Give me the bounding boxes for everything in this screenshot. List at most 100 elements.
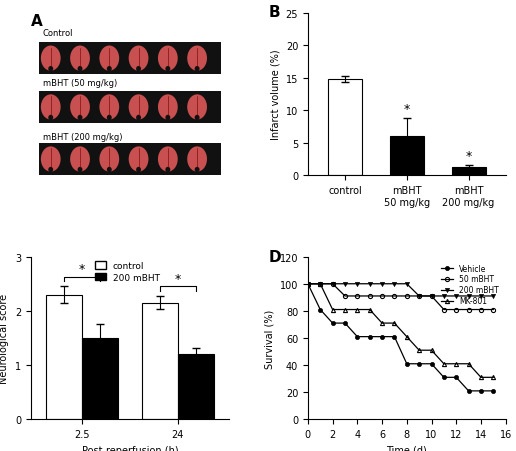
MK-801 bbox=[317, 281, 324, 287]
200 mBHT bbox=[305, 281, 311, 287]
Ellipse shape bbox=[77, 167, 83, 173]
Ellipse shape bbox=[187, 147, 207, 172]
Vehicle bbox=[453, 375, 459, 380]
Bar bbox=[82, 338, 118, 419]
Ellipse shape bbox=[165, 67, 170, 72]
200 mBHT bbox=[342, 281, 348, 287]
200 mBHT bbox=[465, 294, 472, 299]
Vehicle bbox=[379, 334, 385, 340]
Ellipse shape bbox=[70, 46, 90, 72]
200 mBHT bbox=[490, 294, 496, 299]
Bar bbox=[178, 354, 214, 419]
MK-801 bbox=[366, 307, 373, 313]
200 mBHT bbox=[478, 294, 484, 299]
Ellipse shape bbox=[158, 46, 178, 72]
Ellipse shape bbox=[100, 46, 119, 72]
200 mBHT bbox=[428, 294, 434, 299]
Legend: Vehicle, 50 mBHT, 200 mBHT, MK-801: Vehicle, 50 mBHT, 200 mBHT, MK-801 bbox=[439, 261, 502, 308]
Ellipse shape bbox=[49, 167, 53, 173]
Ellipse shape bbox=[41, 147, 61, 172]
Vehicle bbox=[330, 321, 336, 326]
Ellipse shape bbox=[195, 115, 200, 121]
Y-axis label: Neurological score: Neurological score bbox=[0, 293, 9, 383]
Text: *: * bbox=[404, 102, 410, 115]
MK-801 bbox=[428, 348, 434, 353]
200 mBHT bbox=[366, 281, 373, 287]
Y-axis label: Infarct volume (%): Infarct volume (%) bbox=[270, 50, 280, 140]
Vehicle bbox=[404, 361, 410, 367]
Text: *: * bbox=[175, 272, 181, 285]
MK-801 bbox=[441, 361, 447, 367]
Line: Vehicle: Vehicle bbox=[306, 282, 495, 393]
Ellipse shape bbox=[70, 147, 90, 172]
Text: B: B bbox=[268, 5, 280, 20]
Vehicle bbox=[391, 334, 397, 340]
X-axis label: Time (d): Time (d) bbox=[386, 445, 427, 451]
Bar bbox=[45, 295, 82, 419]
Ellipse shape bbox=[128, 147, 149, 172]
Vehicle bbox=[317, 307, 324, 313]
50 mBHT bbox=[366, 294, 373, 299]
MK-801 bbox=[453, 361, 459, 367]
Ellipse shape bbox=[100, 95, 119, 120]
Ellipse shape bbox=[187, 95, 207, 120]
200 mBHT bbox=[379, 281, 385, 287]
Bar bbox=[142, 303, 178, 419]
Bar bbox=[452, 168, 486, 176]
Vehicle bbox=[416, 361, 422, 367]
50 mBHT bbox=[441, 307, 447, 313]
Ellipse shape bbox=[195, 167, 200, 173]
Bar bbox=[39, 92, 221, 124]
50 mBHT bbox=[305, 281, 311, 287]
MK-801 bbox=[478, 375, 484, 380]
Vehicle bbox=[428, 361, 434, 367]
Ellipse shape bbox=[136, 167, 141, 173]
Ellipse shape bbox=[49, 67, 53, 72]
Vehicle bbox=[354, 334, 360, 340]
Ellipse shape bbox=[41, 46, 61, 72]
Text: *: * bbox=[79, 262, 85, 276]
Ellipse shape bbox=[77, 67, 83, 72]
Text: Control: Control bbox=[43, 28, 73, 37]
Ellipse shape bbox=[165, 115, 170, 121]
Bar bbox=[328, 80, 362, 176]
50 mBHT bbox=[453, 307, 459, 313]
200 mBHT bbox=[330, 281, 336, 287]
Line: 50 mBHT: 50 mBHT bbox=[306, 282, 495, 312]
Ellipse shape bbox=[49, 115, 53, 121]
Vehicle bbox=[441, 375, 447, 380]
Ellipse shape bbox=[136, 67, 141, 72]
50 mBHT bbox=[354, 294, 360, 299]
Vehicle bbox=[305, 281, 311, 287]
50 mBHT bbox=[465, 307, 472, 313]
50 mBHT bbox=[428, 294, 434, 299]
Ellipse shape bbox=[195, 67, 200, 72]
Vehicle bbox=[342, 321, 348, 326]
Text: D: D bbox=[268, 249, 281, 264]
Ellipse shape bbox=[165, 167, 170, 173]
Text: mBHT (200 mg/kg): mBHT (200 mg/kg) bbox=[43, 133, 122, 142]
MK-801 bbox=[330, 307, 336, 313]
MK-801 bbox=[354, 307, 360, 313]
Text: A: A bbox=[31, 14, 43, 28]
MK-801 bbox=[305, 281, 311, 287]
MK-801 bbox=[416, 348, 422, 353]
MK-801 bbox=[379, 321, 385, 326]
Text: *: * bbox=[465, 149, 472, 162]
X-axis label: Post-reperfusion (h): Post-reperfusion (h) bbox=[82, 445, 178, 451]
Y-axis label: Survival (%): Survival (%) bbox=[264, 308, 274, 368]
Vehicle bbox=[366, 334, 373, 340]
200 mBHT bbox=[441, 294, 447, 299]
Ellipse shape bbox=[158, 147, 178, 172]
Ellipse shape bbox=[128, 46, 149, 72]
50 mBHT bbox=[490, 307, 496, 313]
MK-801 bbox=[490, 375, 496, 380]
50 mBHT bbox=[416, 294, 422, 299]
MK-801 bbox=[465, 361, 472, 367]
50 mBHT bbox=[391, 294, 397, 299]
MK-801 bbox=[391, 321, 397, 326]
200 mBHT bbox=[416, 294, 422, 299]
Ellipse shape bbox=[77, 115, 83, 121]
50 mBHT bbox=[379, 294, 385, 299]
Line: MK-801: MK-801 bbox=[306, 282, 495, 380]
